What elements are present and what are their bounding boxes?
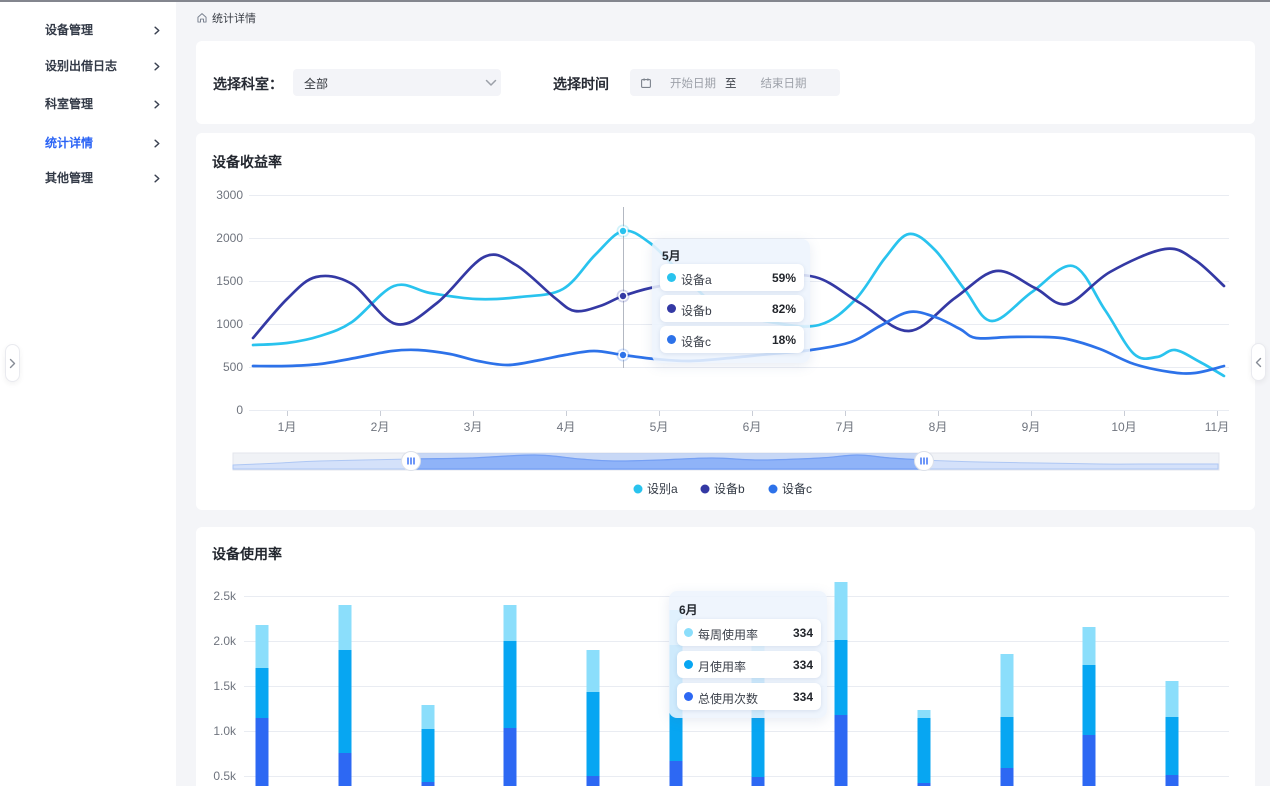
svg-text:0.5k: 0.5k — [213, 769, 237, 783]
svg-text:2月: 2月 — [371, 420, 390, 434]
svg-text:500: 500 — [223, 360, 243, 374]
svg-text:设备c: 设备c — [782, 482, 812, 496]
svg-text:1000: 1000 — [216, 317, 243, 331]
svg-text:1.0k: 1.0k — [213, 724, 237, 738]
svg-text:3月: 3月 — [464, 420, 483, 434]
svg-text:2000: 2000 — [216, 231, 243, 245]
svg-text:设备b: 设备b — [714, 482, 745, 496]
svg-text:1.5k: 1.5k — [213, 679, 237, 693]
svg-text:4月: 4月 — [557, 420, 576, 434]
svg-text:7月: 7月 — [836, 420, 855, 434]
svg-text:2.5k: 2.5k — [213, 589, 237, 603]
svg-text:1500: 1500 — [216, 274, 243, 288]
svg-text:6月: 6月 — [743, 420, 762, 434]
svg-text:10月: 10月 — [1111, 420, 1136, 434]
svg-text:1月: 1月 — [278, 420, 297, 434]
svg-text:9月: 9月 — [1022, 420, 1041, 434]
svg-text:3000: 3000 — [216, 188, 243, 202]
svg-text:设别a: 设别a — [647, 482, 678, 496]
svg-text:5月: 5月 — [650, 420, 669, 434]
svg-text:8月: 8月 — [929, 420, 948, 434]
svg-text:11月: 11月 — [1205, 420, 1229, 434]
svg-text:0: 0 — [236, 403, 243, 417]
svg-text:2.0k: 2.0k — [213, 634, 237, 648]
